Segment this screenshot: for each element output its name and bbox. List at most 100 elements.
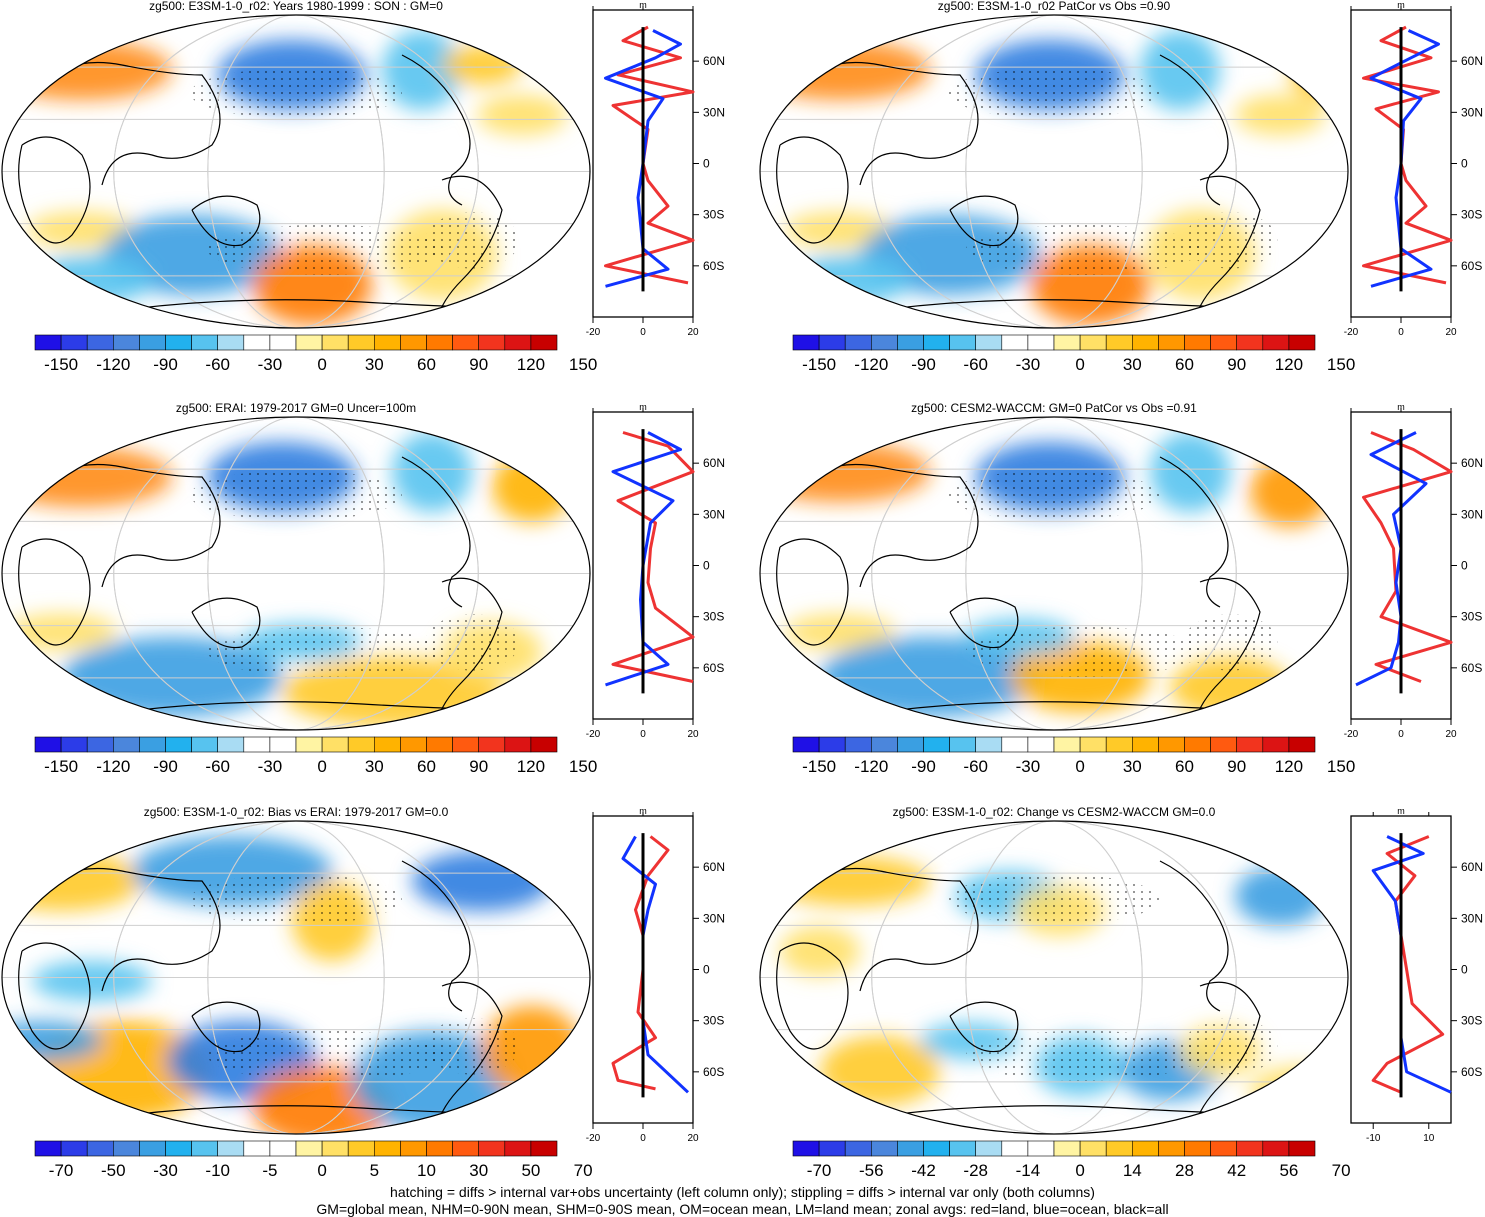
colorbar-swatch xyxy=(400,736,427,753)
colorbar-label: -60 xyxy=(963,355,988,374)
anomaly-region xyxy=(1140,30,1220,110)
zg500-chart: -150 -120 -90 -60 -30 0 30 60 90 120 150 m -20 0 20 60N… xyxy=(1,0,725,374)
colorbar-label: 150 xyxy=(1327,355,1355,374)
colorbar-label: -120 xyxy=(854,757,888,776)
colorbar-swatch xyxy=(373,334,401,351)
colorbar-label: -70 xyxy=(49,1161,74,1180)
map-field xyxy=(760,821,1348,1134)
anomaly-region xyxy=(2,447,172,507)
colorbar-label: -150 xyxy=(802,355,836,374)
anomaly-region xyxy=(790,255,910,305)
colorbar-label: -150 xyxy=(802,757,836,776)
y-tick-label: 60N xyxy=(703,54,725,68)
y-tick-label: 60S xyxy=(703,1065,724,1079)
map-field xyxy=(2,417,590,730)
colorbar-swatch xyxy=(530,1140,558,1157)
colorbar-label: -120 xyxy=(96,355,130,374)
map-field xyxy=(760,15,1348,328)
colorbar-swatch xyxy=(949,736,977,753)
colorbar-swatch xyxy=(871,1140,898,1157)
colorbar-label: 0 xyxy=(1075,355,1084,374)
stippling xyxy=(965,626,1201,677)
y-tick-label: 30N xyxy=(703,911,725,925)
y-tick-label: 30N xyxy=(1461,105,1483,119)
anomaly-region xyxy=(1235,95,1325,135)
colorbar-swatch xyxy=(949,334,977,351)
x-tick-label: -20 xyxy=(586,1133,601,1144)
colorbar-label: 60 xyxy=(1175,355,1194,374)
stippling xyxy=(425,212,520,269)
x-tick-label: -20 xyxy=(586,729,601,740)
colorbar-swatch xyxy=(1001,1140,1029,1157)
y-tick-label: 60N xyxy=(1461,860,1483,874)
coastline xyxy=(18,538,91,646)
colorbar-swatch xyxy=(478,736,506,753)
colorbar-swatch xyxy=(269,334,297,351)
x-tick-label: -20 xyxy=(586,327,601,338)
colorbar-swatch xyxy=(478,1140,506,1157)
colorbar-swatch xyxy=(347,736,375,753)
colorbar-label: 30 xyxy=(1123,757,1142,776)
colorbar-swatch xyxy=(191,736,219,753)
colorbar-label: 30 xyxy=(365,355,384,374)
y-tick-label: 30S xyxy=(1461,208,1482,222)
y-tick-label: 0 xyxy=(703,157,710,171)
longitude-line xyxy=(871,417,1237,730)
coastline xyxy=(789,464,979,588)
colorbar-label: 0 xyxy=(1075,757,1084,776)
map-border xyxy=(759,416,1349,731)
colorbar-swatch xyxy=(1105,334,1133,351)
y-tick-label: 30N xyxy=(703,105,725,119)
colorbar-swatch xyxy=(844,1140,872,1157)
x-tick-label: 0 xyxy=(1398,327,1404,338)
coastline xyxy=(191,597,261,649)
colorbar-swatch xyxy=(1288,736,1316,753)
land-zonal-line xyxy=(1362,431,1453,683)
stippling xyxy=(965,224,1201,275)
colorbar-swatch xyxy=(1105,736,1133,753)
coastline xyxy=(949,597,1019,649)
colorbar-label: 56 xyxy=(1279,1161,1298,1180)
colorbar-label: -60 xyxy=(205,757,230,776)
colorbar-swatch xyxy=(897,1140,924,1157)
anomaly-region xyxy=(1235,866,1325,926)
longitude-line xyxy=(871,15,1237,328)
y-tick-label: 30S xyxy=(1461,1014,1482,1028)
coastline xyxy=(18,942,91,1050)
footer-line-1: hatching = diffs > internal var+obs unce… xyxy=(390,1184,1095,1200)
colorbar-label: 0 xyxy=(1075,1161,1084,1180)
colorbar-label: -5 xyxy=(262,1161,277,1180)
y-tick-label: 30S xyxy=(1461,610,1482,624)
colorbar-swatch xyxy=(113,736,140,753)
colorbar-label: -14 xyxy=(1016,1161,1041,1180)
colorbar-swatch xyxy=(426,1140,453,1157)
colorbar-label: 0 xyxy=(317,355,326,374)
footer-line-2: GM=global mean, NHM=0-90N mean, SHM=0-90… xyxy=(316,1201,1169,1217)
x-tick-label: -10 xyxy=(1366,1133,1381,1144)
coastline xyxy=(191,1001,261,1053)
land-zonal-line xyxy=(1371,835,1445,1094)
colorbar-swatch xyxy=(792,736,820,753)
stippling xyxy=(1183,1018,1278,1075)
colorbar-swatch xyxy=(295,736,323,753)
colorbar-label: 150 xyxy=(1327,757,1355,776)
y-tick-label: 0 xyxy=(703,559,710,573)
colorbar-swatch xyxy=(792,334,820,351)
colorbar-label: 90 xyxy=(1227,355,1246,374)
colorbar-swatch xyxy=(452,736,480,753)
longitude-line xyxy=(207,417,385,730)
ocean-zonal-line xyxy=(1355,431,1428,687)
stippling xyxy=(948,68,1160,119)
colorbar-swatch xyxy=(1131,736,1159,753)
y-tick-label: 60N xyxy=(703,860,725,874)
y-tick-label: 30N xyxy=(1461,507,1483,521)
colorbar-swatch xyxy=(818,736,846,753)
colorbar-label: 120 xyxy=(517,757,545,776)
land-zonal-line xyxy=(611,431,695,683)
colorbar-label: -30 xyxy=(1016,757,1041,776)
colorbar-swatch xyxy=(1184,736,1211,753)
y-tick-label: 60S xyxy=(1461,1065,1482,1079)
colorbar-label: -120 xyxy=(96,757,130,776)
colorbar-swatch xyxy=(295,334,323,351)
colorbar-swatch xyxy=(217,736,245,753)
